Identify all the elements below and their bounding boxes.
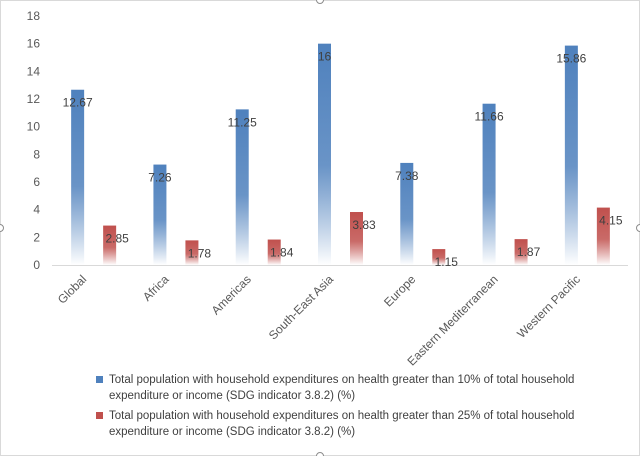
bar-series-1 (483, 104, 496, 265)
y-tick-label: 16 (27, 37, 41, 51)
y-tick-label: 18 (27, 9, 41, 23)
bar-series-1 (565, 46, 578, 265)
legend-item-series-2: Total population with household expendit… (96, 408, 596, 440)
y-tick-label: 10 (27, 120, 41, 134)
bar-series-1 (71, 90, 84, 265)
y-tick-label: 8 (33, 147, 40, 161)
legend-swatch-series-1 (96, 376, 103, 383)
data-label-series-2: 2.85 (105, 232, 129, 246)
legend-label-series-2: Total population with household expendit… (109, 408, 596, 440)
y-tick-label: 6 (33, 175, 40, 189)
data-label-series-2: 1.78 (188, 246, 212, 260)
data-label-series-1: 15.86 (556, 52, 586, 66)
resize-handle[interactable] (637, 225, 640, 232)
resize-handle[interactable] (317, 453, 324, 457)
legend: Total population with household expendit… (96, 372, 596, 444)
data-label-series-2: 1.87 (517, 245, 541, 259)
data-label-series-1: 7.26 (148, 171, 172, 185)
y-tick-label: 14 (27, 64, 41, 78)
resize-handle[interactable] (0, 225, 4, 232)
y-tick-label: 12 (27, 92, 41, 106)
legend-item-series-1: Total population with household expendit… (96, 372, 596, 404)
resize-handle[interactable] (317, 0, 324, 4)
data-label-series-1: 16 (318, 50, 332, 64)
legend-label-series-1: Total population with household expendit… (109, 372, 596, 404)
y-tick-label: 2 (33, 230, 40, 244)
data-label-series-2: 1.15 (435, 255, 459, 269)
bar-series-1 (318, 44, 331, 265)
bar-series-1 (236, 109, 249, 265)
legend-swatch-series-2 (96, 412, 103, 419)
data-label-series-1: 11.25 (228, 115, 257, 129)
data-label-series-1: 12.67 (63, 96, 93, 110)
data-label-series-2: 3.83 (352, 218, 376, 232)
data-label-series-2: 1.84 (270, 246, 294, 260)
data-label-series-1: 7.38 (395, 169, 419, 183)
y-tick-label: 4 (33, 203, 40, 217)
data-label-series-1: 11.66 (475, 110, 504, 124)
y-tick-label: 0 (33, 258, 40, 272)
data-label-series-2: 4.15 (599, 214, 623, 228)
